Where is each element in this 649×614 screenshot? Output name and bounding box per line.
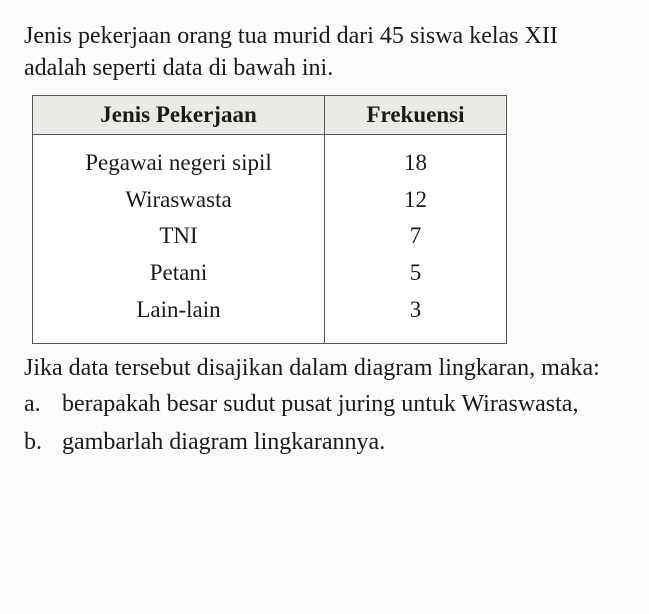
job-0: Pegawai negeri sipil xyxy=(33,145,324,182)
freq-2: 7 xyxy=(325,218,506,255)
question-a: a. berapakah besar sudut pusat juring un… xyxy=(24,388,625,422)
header-job: Jenis Pekerjaan xyxy=(33,95,325,134)
table-body-row: Pegawai negeri sipil Wiraswasta TNI Peta… xyxy=(33,134,507,343)
job-cell: Pegawai negeri sipil Wiraswasta TNI Peta… xyxy=(33,134,325,343)
freq-cell: 18 12 7 5 3 xyxy=(325,134,507,343)
data-table: Jenis Pekerjaan Frekuensi Pegawai negeri… xyxy=(32,95,507,344)
header-freq: Frekuensi xyxy=(325,95,507,134)
question-b-text: gambarlah diagram lingkarannya. xyxy=(62,426,625,460)
job-2: TNI xyxy=(33,218,324,255)
question-list: a. berapakah besar sudut pusat juring un… xyxy=(24,388,625,459)
freq-1: 12 xyxy=(325,182,506,219)
freq-0: 18 xyxy=(325,145,506,182)
question-b-label: b. xyxy=(24,426,62,460)
question-b: b. gambarlah diagram lingkarannya. xyxy=(24,426,625,460)
question-a-text: berapakah besar sudut pusat juring untuk… xyxy=(62,388,625,422)
job-4: Lain-lain xyxy=(33,292,324,329)
job-3: Petani xyxy=(33,255,324,292)
intro-text: Jenis pekerjaan orang tua murid dari 45 … xyxy=(24,20,625,85)
job-1: Wiraswasta xyxy=(33,182,324,219)
question-a-label: a. xyxy=(24,388,62,422)
freq-4: 3 xyxy=(325,292,506,329)
table-header-row: Jenis Pekerjaan Frekuensi xyxy=(33,95,507,134)
after-text: Jika data tersebut disajikan dalam diagr… xyxy=(24,352,625,384)
freq-3: 5 xyxy=(325,255,506,292)
